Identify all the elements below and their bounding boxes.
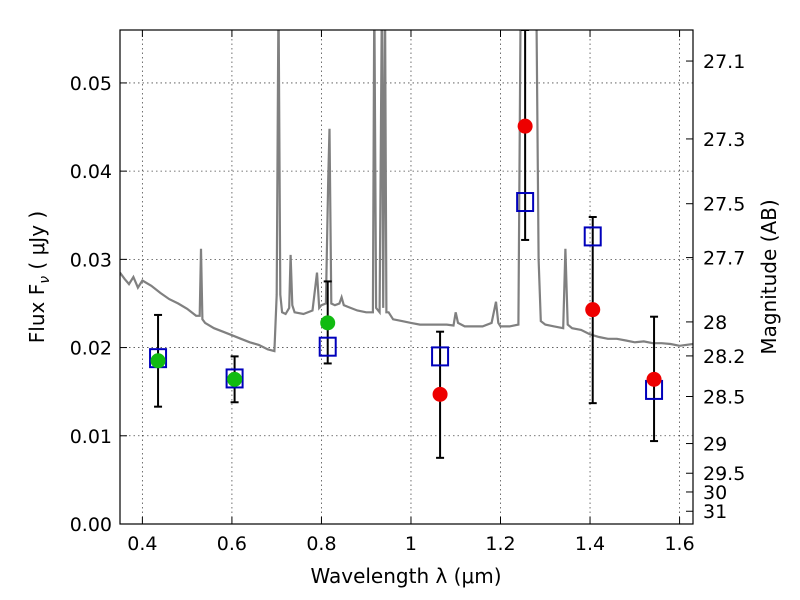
- error-bars: [154, 30, 659, 459]
- observed-point-green: [320, 315, 336, 331]
- y-axis-label-main: Flux F: [25, 284, 49, 343]
- y-tick-label: 0.00: [70, 514, 112, 536]
- y-axis-label: Flux Fν ( μJy ): [25, 211, 53, 343]
- model-square: [225, 368, 244, 389]
- grid-lines: [120, 30, 693, 525]
- plot-frame: [119, 29, 694, 525]
- y-tick-label: 0.01: [70, 426, 112, 448]
- y-tick-label: 0.03: [70, 249, 112, 271]
- magnitude-tick-label: 28.5: [703, 386, 745, 408]
- observed-point-red: [517, 118, 533, 134]
- magnitude-tick-label: 29: [703, 434, 727, 456]
- observed-point-red: [432, 386, 448, 402]
- magnitude-tick-label: 31: [703, 501, 727, 523]
- magnitude-tick-label: 28: [703, 312, 727, 334]
- y-axis-label-unit: ( μJy ): [25, 211, 49, 276]
- model-photometry-squares: [149, 192, 664, 400]
- observed-photometry-points: [150, 118, 662, 402]
- x-axis-ticks: 0.4 0.6 0.8 1 1.2 1.4 1.6: [127, 30, 695, 555]
- plot-area: [120, 30, 693, 459]
- observed-point-green: [227, 371, 243, 387]
- y-axis-ticks: 0.00 0.01 0.02 0.03 0.04 0.05: [70, 73, 127, 536]
- magnitude-tick-label: 27.3: [703, 129, 745, 151]
- magnitude-tick-label: 27.1: [703, 51, 745, 73]
- x-tick-label: 1.4: [575, 533, 605, 555]
- model-square: [516, 192, 535, 213]
- model-spectrum-line: [120, 30, 693, 353]
- y-tick-label: 0.05: [70, 73, 112, 95]
- magnitude-tick-label: 30: [703, 482, 727, 504]
- observed-point-red: [646, 371, 662, 387]
- observed-point-red: [585, 302, 601, 318]
- model-square: [583, 226, 602, 247]
- x-axis-label: Wavelength λ (μm): [310, 564, 501, 588]
- x-tick-label: 0.8: [306, 533, 336, 555]
- magnitude-tick-label: 29.5: [703, 463, 745, 485]
- x-tick-label: 0.4: [127, 533, 157, 555]
- y-tick-label: 0.02: [70, 338, 112, 360]
- y-axis-label-subscript: ν: [37, 276, 53, 284]
- x-tick-label: 1.2: [485, 533, 515, 555]
- magnitude-tick-label: 27.5: [703, 194, 745, 216]
- model-square: [318, 336, 337, 357]
- magnitude-tick-label: 27.7: [703, 248, 745, 270]
- magnitude-axis-label: Magnitude (AB): [757, 199, 781, 354]
- x-tick-label: 1: [405, 533, 417, 555]
- magnitude-tick-label: 28.2: [703, 346, 745, 368]
- model-square: [431, 346, 450, 367]
- y-tick-label: 0.04: [70, 161, 112, 183]
- observed-point-green: [150, 353, 166, 369]
- x-tick-label: 0.6: [217, 533, 247, 555]
- x-tick-label: 1.6: [664, 533, 694, 555]
